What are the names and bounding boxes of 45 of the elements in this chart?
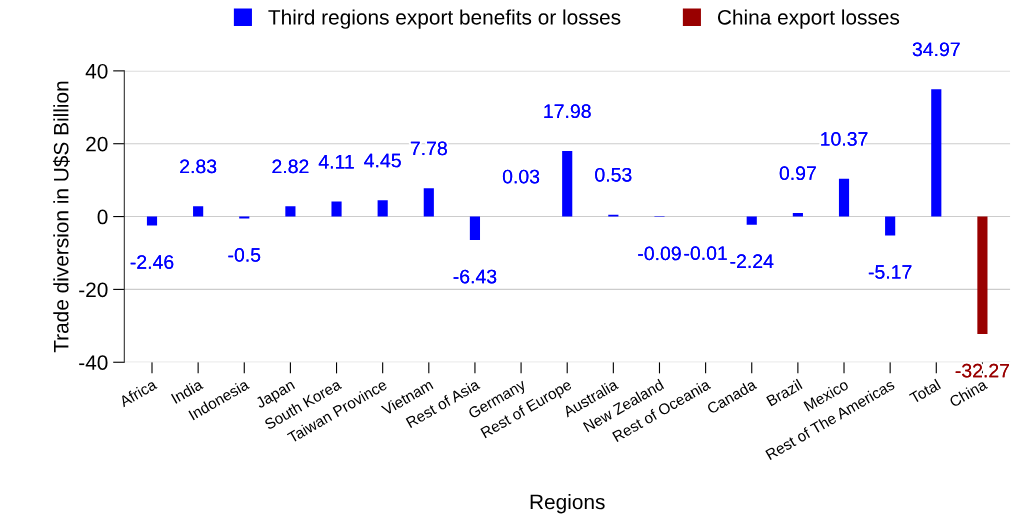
x-tick-label: Africa [118,378,158,408]
x-axis-title: Regions [530,494,605,514]
bar [423,188,434,217]
data-label: -0.01 [684,246,727,261]
data-label: -5.17 [868,265,912,279]
bar [193,206,204,217]
y-tick-label: 20 [86,136,108,152]
data-label: 0.53 [595,167,632,182]
data-label: -2.24 [730,254,774,268]
bar [792,213,803,217]
x-tick-label: China [948,378,989,408]
bar [377,200,388,217]
bar [469,216,481,240]
data-label: 7.78 [410,141,447,156]
data-label: 10.37 [821,132,868,146]
bar [331,201,342,217]
bar [931,89,942,217]
data-label: -0.5 [228,248,261,262]
bar [885,216,896,236]
legend-label: Third regions export benefits or losses [268,9,621,29]
bar [562,151,573,217]
data-label: 0.97 [779,166,816,181]
data-label: -32.27 [955,363,1010,378]
bar [838,178,850,217]
data-label: 4.45 [364,153,401,168]
y-axis-title: Trade diversion in U$S Billion [52,81,70,353]
data-label: 4.11 [318,155,354,169]
data-label: -0.09 [638,246,681,261]
data-label: 2.82 [272,159,309,174]
bar [285,206,296,217]
data-label: 17.98 [544,104,591,119]
data-label: 34.97 [912,42,960,57]
y-tick-label: 40 [85,63,108,79]
x-tick-label: Total [908,378,942,404]
y-tick-label: -40 [79,355,108,370]
bar [977,216,988,335]
y-tick-label: 0 [97,209,108,225]
legend-label: China export losses [717,9,900,29]
data-label: -2.46 [130,255,174,269]
data-label: 2.83 [180,159,217,174]
data-label: 0.03 [502,169,540,184]
data-label: -6.43 [453,269,497,284]
bar [146,216,158,226]
y-tick-label: -20 [79,282,108,298]
bar [746,216,757,225]
